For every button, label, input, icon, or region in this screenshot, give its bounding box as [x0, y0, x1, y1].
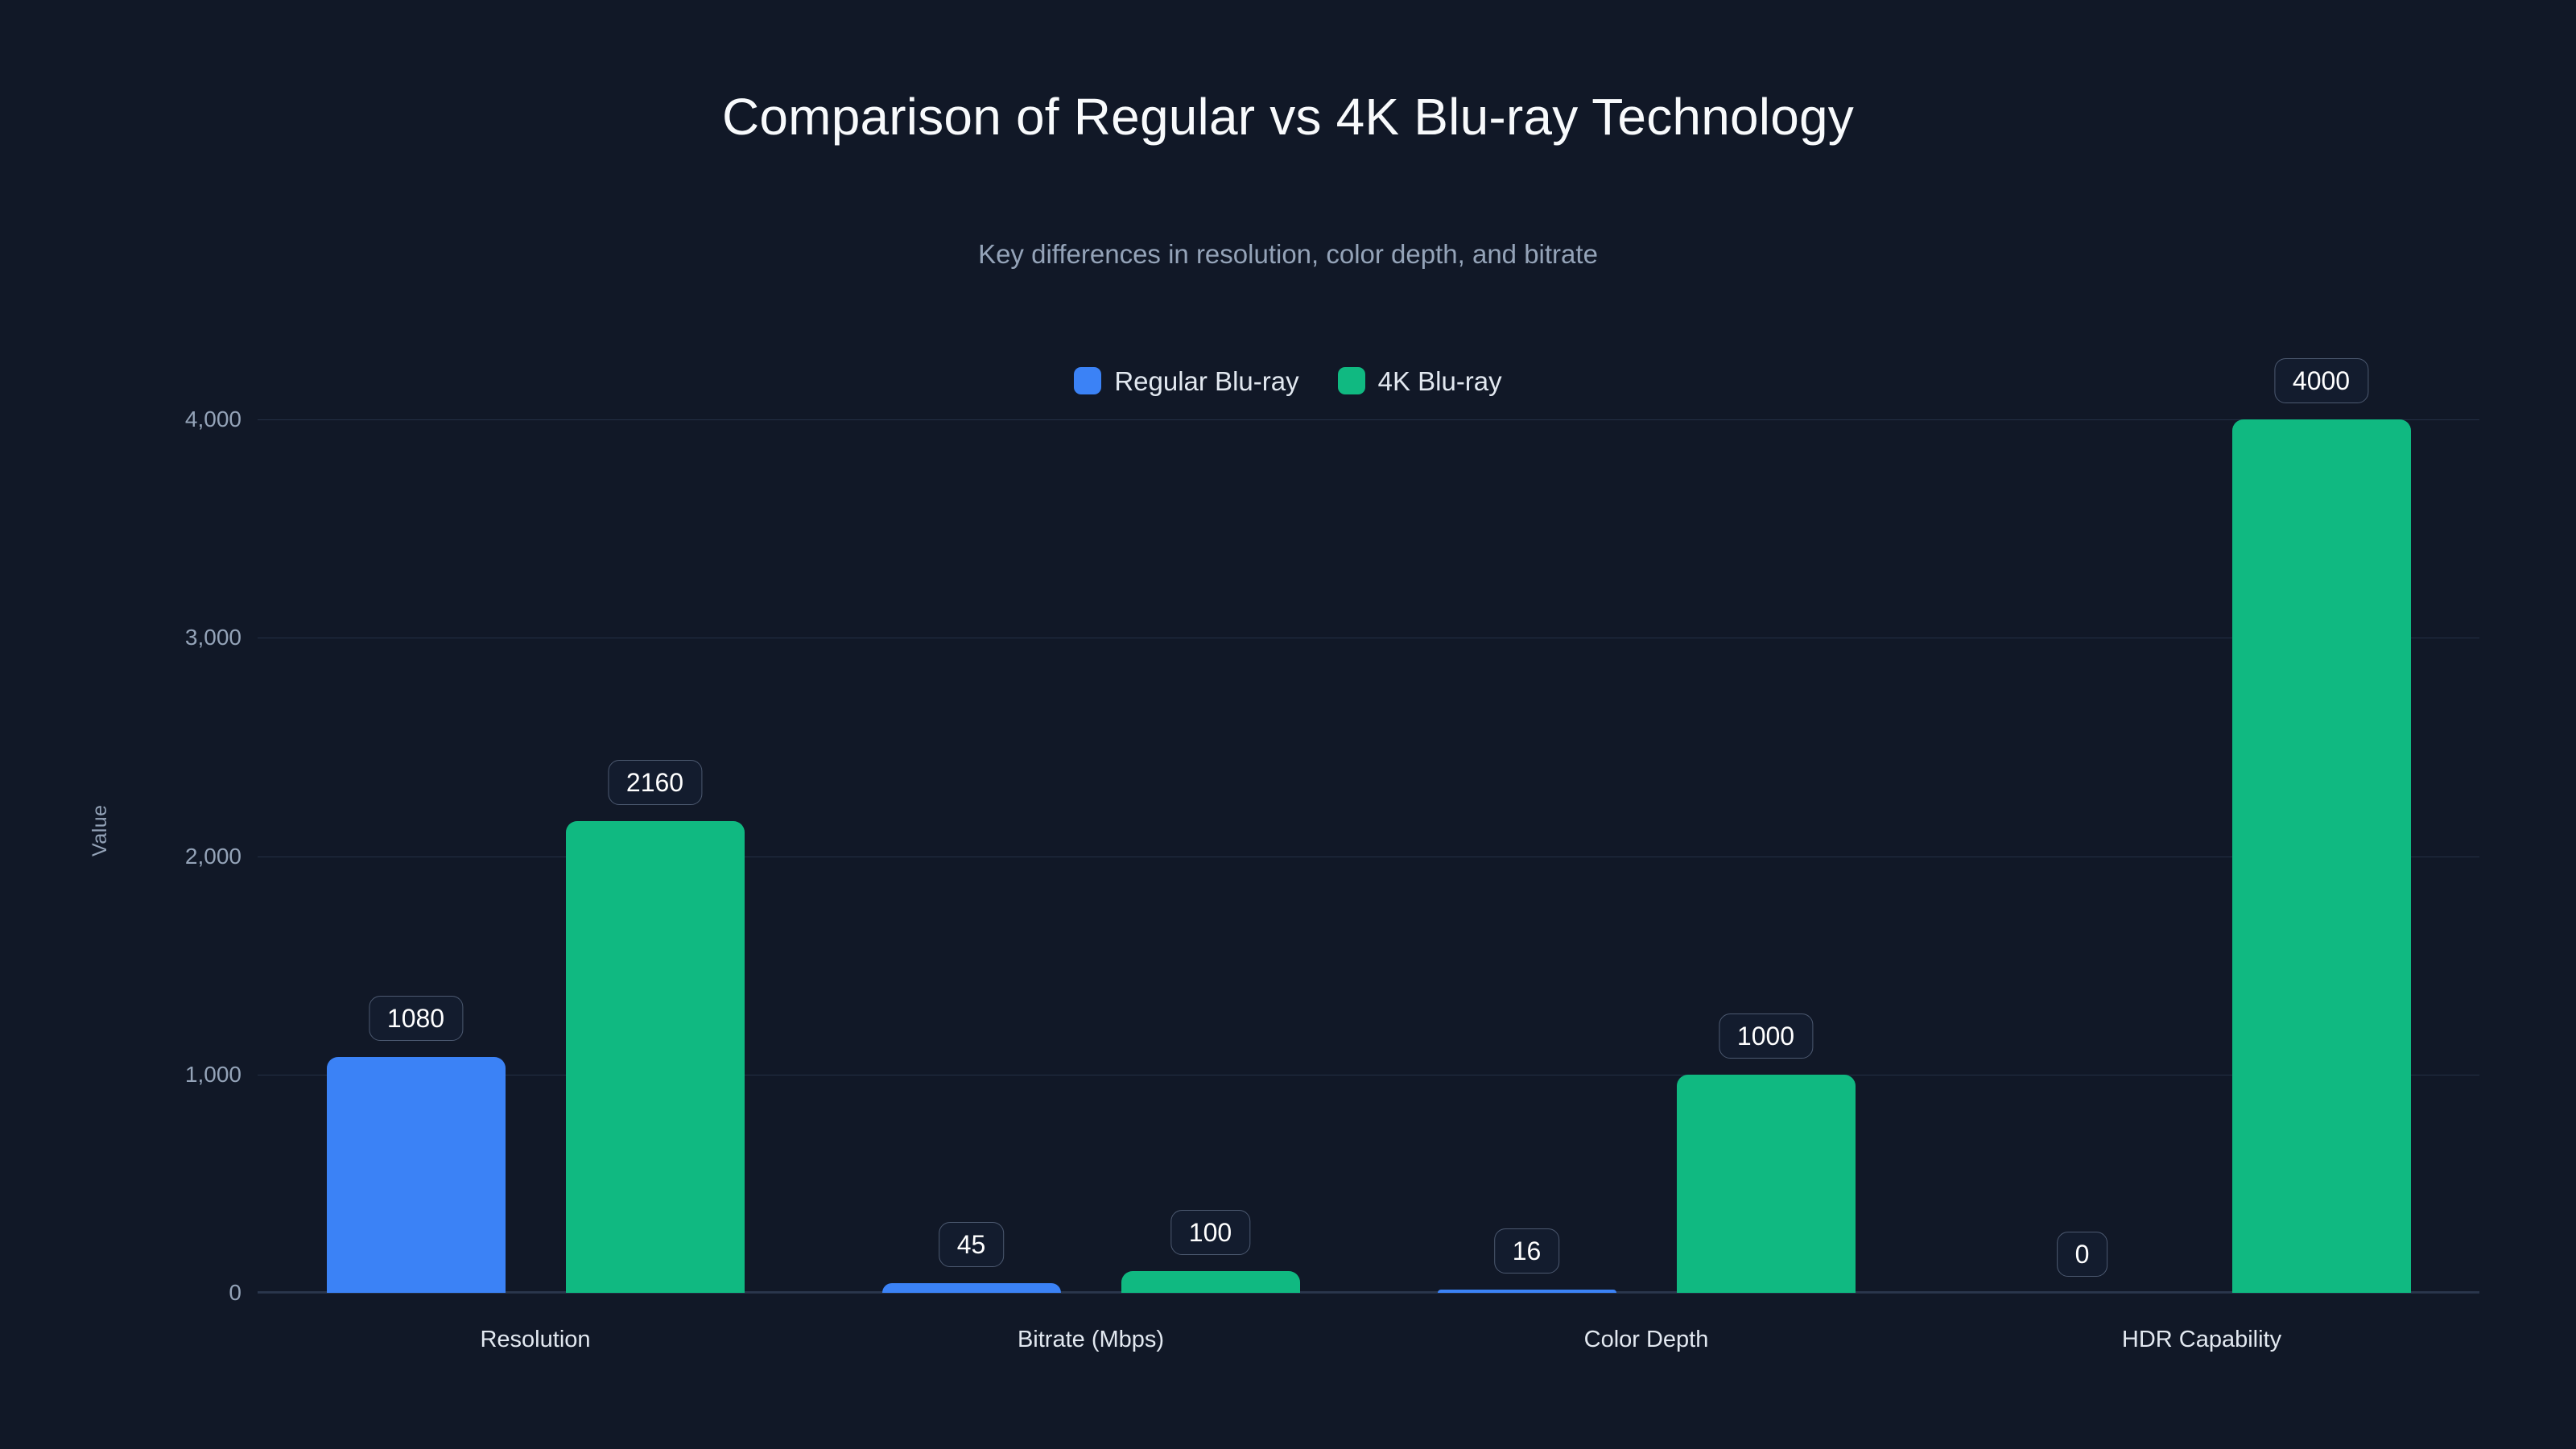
- value-badge: 1000: [1718, 1013, 1814, 1059]
- value-badge: 100: [1170, 1209, 1251, 1255]
- legend-item-4k-blu-ray[interactable]: 4K Blu-ray: [1337, 365, 1502, 396]
- legend-swatch-icon-regular-blu-ray: [1074, 367, 1102, 394]
- y-axis-tick-label: 4,000: [184, 407, 242, 431]
- bar-1-3[interactable]: [2231, 419, 2411, 1293]
- bar-0-2[interactable]: [1437, 1289, 1616, 1293]
- legend-label-4k-blu-ray: 4K Blu-ray: [1377, 365, 1502, 396]
- value-badge: 45: [938, 1221, 1005, 1267]
- value-badge: 4000: [2273, 358, 2369, 403]
- bar-0-0[interactable]: [326, 1057, 506, 1293]
- bar-1-0[interactable]: [565, 821, 745, 1293]
- value-badge: 2160: [607, 760, 703, 806]
- legend-swatch-icon-4k-blu-ray: [1337, 367, 1365, 394]
- x-axis-tick-label: Resolution: [480, 1327, 591, 1352]
- chart-legend: Regular Blu-ray 4K Blu-ray: [0, 367, 2576, 394]
- x-axis-tick-label: HDR Capability: [2121, 1327, 2282, 1352]
- y-axis-tick-label: 1,000: [184, 1061, 242, 1087]
- legend-label-regular-blu-ray: Regular Blu-ray: [1114, 365, 1299, 396]
- bar-1-2[interactable]: [1676, 1074, 1856, 1293]
- legend-item-regular-blu-ray[interactable]: Regular Blu-ray: [1074, 365, 1299, 396]
- bar-1-1[interactable]: [1121, 1270, 1300, 1293]
- gridline: [258, 1293, 2479, 1294]
- x-axis-baseline: [258, 1291, 2479, 1293]
- gridline: [258, 419, 2479, 420]
- x-axis-tick-label: Bitrate (Mbps): [1017, 1327, 1165, 1352]
- x-axis-tick-label: Color Depth: [1583, 1327, 1709, 1352]
- chart-title: Comparison of Regular vs 4K Blu-ray Tech…: [721, 88, 1855, 146]
- value-badge: 0: [2056, 1232, 2108, 1277]
- y-axis-tick-label: 0: [229, 1280, 242, 1305]
- chart-subtitle: Key differences in resolution, color dep…: [978, 239, 1598, 269]
- value-badge: 1080: [368, 996, 464, 1042]
- y-axis-tick-label: 3,000: [184, 625, 242, 650]
- y-axis-tick-label: 2,000: [184, 843, 242, 869]
- plot-area: [258, 419, 2479, 1294]
- bar-0-1[interactable]: [881, 1282, 1061, 1293]
- value-badge: 16: [1493, 1228, 1560, 1274]
